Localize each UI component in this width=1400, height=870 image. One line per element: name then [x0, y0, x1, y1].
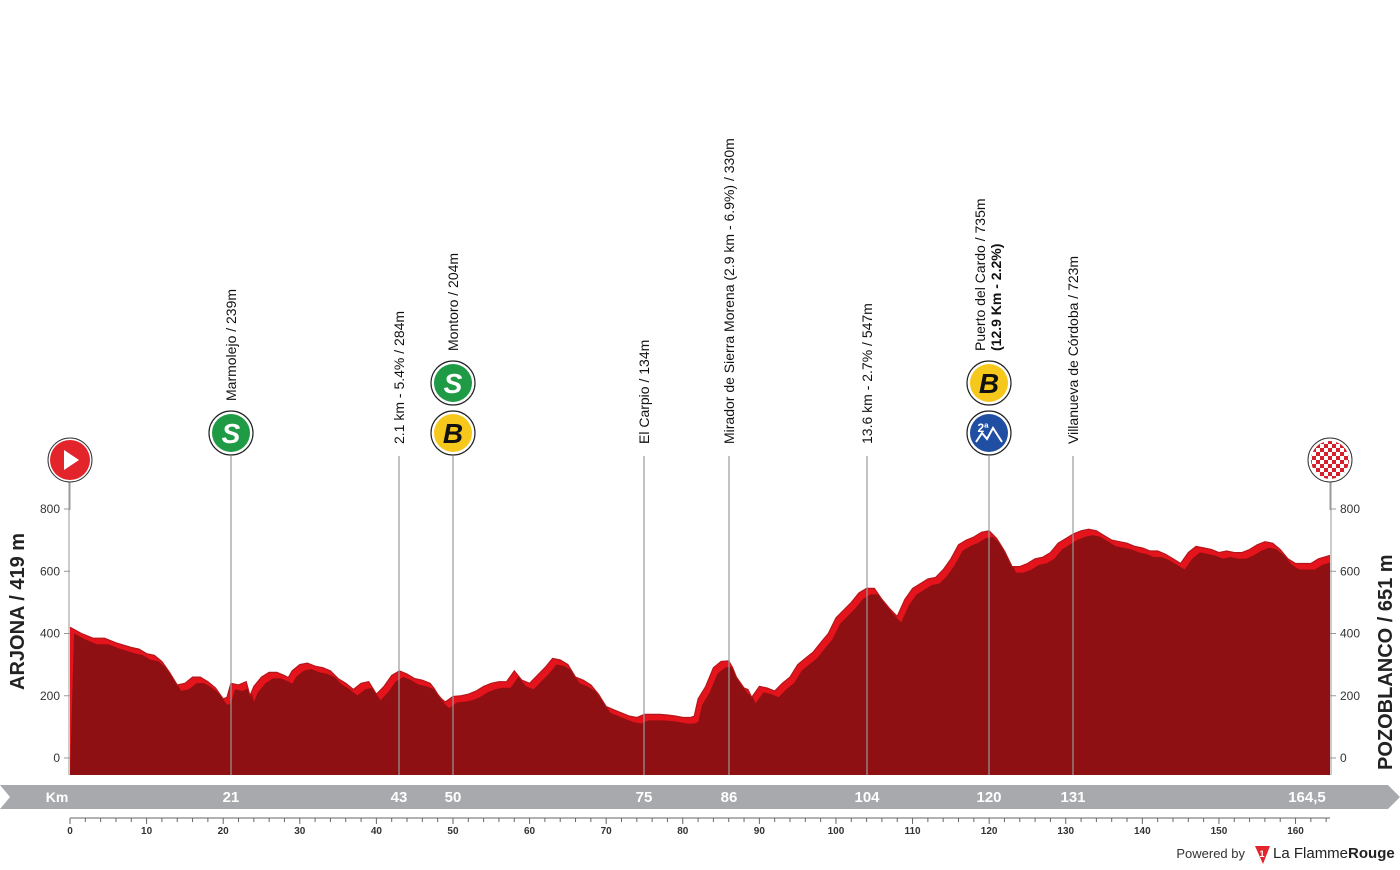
- y-tick-label-right: 600: [1340, 564, 1360, 578]
- y-tick-label-right: 200: [1340, 689, 1360, 703]
- x-tick-label: 110: [904, 826, 921, 837]
- svg-text:1: 1: [1259, 849, 1264, 859]
- badge-disc: [970, 364, 1008, 402]
- km-band-value: 43: [391, 789, 408, 806]
- x-tick-label: 160: [1287, 826, 1304, 837]
- y-tick-label-left: 800: [40, 502, 60, 516]
- x-tick-label: 40: [371, 826, 383, 837]
- sprint-icon: S: [208, 410, 254, 456]
- route-point-label: Marmolejo / 239m: [223, 289, 239, 401]
- brand-rouge: Rouge: [1348, 845, 1395, 862]
- route-point: El Carpio / 134m: [636, 340, 652, 775]
- x-tick-label: 0: [67, 826, 73, 837]
- badge-letter: S: [222, 418, 241, 449]
- route-point-label: Villanueva de Córdoba / 723m: [1065, 256, 1081, 444]
- finish-flag-icon: [1307, 437, 1353, 510]
- km-band-value: 75: [636, 789, 653, 806]
- route-point-label: Mirador de Sierra Morena (2.9 km - 6.9%)…: [721, 138, 737, 444]
- mountain-glyph: [975, 426, 1003, 443]
- start-flag-icon: [47, 437, 93, 510]
- badge-letter: B: [443, 418, 463, 449]
- y-tick-label-right: 400: [1340, 627, 1360, 641]
- credit: Powered by 1 La FlammeRouge: [1176, 845, 1395, 864]
- start-town-label: ARJONA / 419 m: [7, 533, 29, 690]
- profile-area: [70, 535, 1330, 775]
- km-band-finish-value: 164,5: [1288, 789, 1326, 806]
- finish-town-label: POZOBLANCO / 651 m: [1375, 554, 1397, 770]
- x-tick-label: 20: [218, 826, 230, 837]
- route-point-label-detail: (12.9 Km - 2.2%): [988, 244, 1004, 351]
- x-tick-label: 80: [677, 826, 689, 837]
- badge-letter: S: [444, 368, 463, 399]
- route-point-label: Montoro / 204m: [445, 253, 461, 351]
- x-tick-label: 30: [294, 826, 306, 837]
- y-tick-label-left: 400: [40, 627, 60, 641]
- profile-line: [69, 528, 1331, 719]
- route-point: 2.1 km - 5.4% / 284m: [391, 311, 407, 775]
- km-band-value: 131: [1060, 789, 1085, 806]
- x-tick-label: 10: [141, 826, 153, 837]
- route-point: BS Montoro / 204m: [430, 253, 476, 775]
- bonus-icon: B: [966, 360, 1012, 406]
- x-tick-label: 140: [1134, 826, 1151, 837]
- route-point: Mirador de Sierra Morena (2.9 km - 6.9%)…: [721, 138, 737, 775]
- play-glyph: [64, 450, 79, 470]
- km-band-strip: [0, 785, 1400, 809]
- badge-disc: [434, 414, 472, 452]
- finish-checker-disc: [1311, 441, 1349, 479]
- route-point-label: 13.6 km - 2.7% / 547m: [859, 303, 875, 444]
- start-finish-markers: [47, 437, 1353, 510]
- climb-category-icon: 2ª: [966, 410, 1012, 456]
- y-tick-label-left: 600: [40, 564, 60, 578]
- x-tick-label: 60: [524, 826, 536, 837]
- km-band-value: 21: [223, 789, 240, 806]
- x-tick-label: 100: [828, 826, 845, 837]
- badge-disc: [212, 414, 250, 452]
- route-point: 2ª B Puerto del Cardo / 735m (12.9 Km - 2.2…: [966, 198, 1012, 775]
- y-tick-label-left: 0: [53, 751, 60, 765]
- x-tick-label: 50: [447, 826, 459, 837]
- km-unit-label: Km: [46, 789, 69, 805]
- route-point-label: 2.1 km - 5.4% / 284m: [391, 311, 407, 444]
- route-point: 13.6 km - 2.7% / 547m: [859, 303, 875, 775]
- y-tick-label-right: 800: [1340, 502, 1360, 516]
- brand-text: La FlammeRouge: [1273, 845, 1395, 862]
- route-point-label: El Carpio / 134m: [636, 340, 652, 444]
- x-tick-label: 120: [981, 826, 998, 837]
- km-band: Km 21 43 50 75 86 104 120 131 164,5 0 10 20 30 40 50 60 7…: [0, 785, 1400, 837]
- x-tick-label: 130: [1057, 826, 1074, 837]
- sprint-icon: S: [430, 360, 476, 406]
- climb-category-label: 2ª: [977, 421, 989, 435]
- bonus-icon: B: [430, 410, 476, 456]
- y-tick-label-left: 200: [40, 689, 60, 703]
- badge-letter: B: [979, 368, 999, 399]
- x-tick-label: 90: [754, 826, 766, 837]
- route-point: S Marmolejo / 239m: [208, 289, 254, 775]
- elevation-profile: [69, 528, 1331, 775]
- km-band-value: 120: [976, 789, 1001, 806]
- badge-disc: [434, 364, 472, 402]
- badge-disc: [970, 414, 1008, 452]
- brand-la: La Flamme: [1273, 845, 1348, 862]
- km-band-value: 86: [721, 789, 738, 806]
- x-tick-label: 70: [601, 826, 613, 837]
- y-tick-label-right: 0: [1340, 751, 1347, 765]
- route-point-label: Puerto del Cardo / 735m: [972, 198, 988, 351]
- la-flamme-rouge-logo-icon: 1: [1255, 846, 1270, 864]
- route-point: Villanueva de Córdoba / 723m: [1065, 256, 1081, 775]
- y-axes: 0 0 200 200 400 400 600 600 800 800 ARJONA / 419 m…: [7, 480, 1397, 775]
- km-band-value: 104: [854, 789, 880, 806]
- x-tick-label: 150: [1211, 826, 1228, 837]
- km-band-value: 50: [445, 789, 462, 806]
- powered-by-text: Powered by: [1176, 846, 1245, 861]
